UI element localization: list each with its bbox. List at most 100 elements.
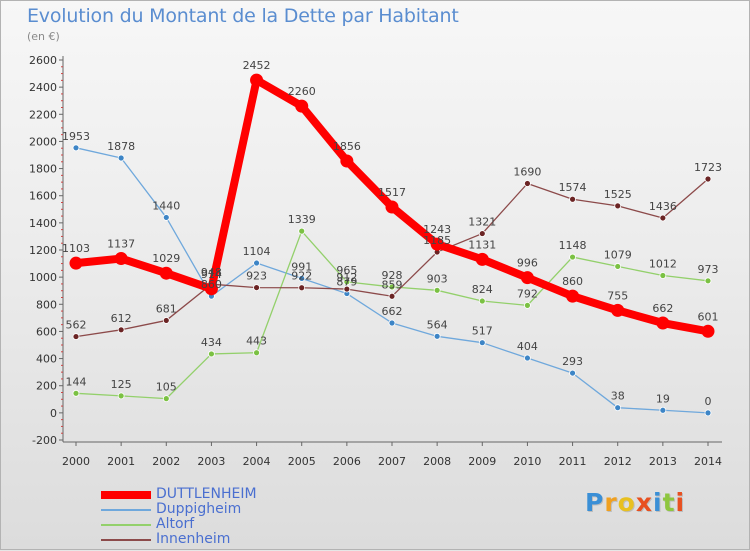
data-point — [295, 99, 309, 113]
data-point — [385, 200, 399, 214]
data-label: 1103 — [62, 242, 90, 255]
data-point — [659, 272, 667, 279]
y-tick-label: 1400 — [29, 217, 57, 230]
legend-label: Duppigheim — [156, 501, 242, 517]
data-label: 1029 — [152, 252, 180, 265]
data-label: 1243 — [423, 223, 451, 236]
series-innenheim — [72, 175, 712, 340]
data-label: 1131 — [468, 238, 496, 251]
data-point — [162, 214, 170, 221]
data-point — [566, 289, 580, 303]
data-label: 662 — [652, 302, 673, 315]
data-label: 1574 — [559, 181, 587, 194]
data-point — [704, 409, 712, 417]
legend-label: Innenheim — [156, 531, 231, 547]
y-tick-label: 2000 — [29, 135, 57, 148]
data-label: 517 — [472, 325, 493, 338]
data-point — [433, 286, 441, 294]
x-tick-label: 2009 — [468, 455, 496, 468]
logo-letter: x — [635, 488, 653, 517]
data-label: 914 — [201, 268, 222, 281]
y-tick-label: 2200 — [29, 108, 57, 121]
chart-subtitle: (en €) — [27, 30, 60, 43]
data-label: 948 — [201, 266, 222, 279]
logo-letter: t — [662, 488, 676, 517]
data-point — [611, 303, 625, 317]
logo-letter: i — [653, 488, 663, 517]
x-tick-label: 2008 — [423, 455, 451, 468]
data-label: 1137 — [107, 238, 135, 251]
data-label: 38 — [611, 390, 625, 403]
legend-label: DUTTLENHEIM — [156, 486, 257, 502]
legend-swatch — [101, 491, 151, 499]
data-label: 912 — [336, 271, 357, 284]
data-label: 859 — [382, 278, 403, 291]
data-label: 1079 — [604, 248, 632, 261]
x-tick-label: 2004 — [243, 455, 271, 468]
data-label: 1878 — [107, 140, 135, 153]
data-point — [204, 282, 218, 296]
data-label: 928 — [382, 269, 403, 282]
x-tick-label: 2007 — [378, 455, 406, 468]
data-point — [72, 144, 80, 152]
data-label: 965 — [336, 264, 357, 277]
data-label: 860 — [201, 278, 222, 291]
data-label: 1185 — [423, 234, 451, 247]
data-point — [253, 349, 260, 357]
data-label: 434 — [201, 336, 222, 349]
y-tick-label: 2400 — [29, 81, 57, 94]
data-point — [614, 202, 622, 210]
data-point — [253, 284, 260, 291]
data-point — [704, 175, 712, 183]
data-point — [704, 277, 712, 285]
series-altorf — [72, 227, 712, 403]
y-tick-label: -200 — [32, 434, 57, 447]
data-point — [524, 354, 531, 362]
data-label: 922 — [291, 270, 312, 283]
data-point — [388, 319, 396, 327]
x-tick-label: 2005 — [288, 455, 316, 468]
data-label: 2260 — [288, 85, 316, 98]
data-point — [162, 317, 170, 324]
data-label: 1148 — [559, 239, 587, 252]
y-tick-label: 1000 — [29, 271, 57, 284]
y-tick-label: 400 — [36, 353, 57, 366]
data-point — [298, 227, 306, 235]
data-label: 1436 — [649, 200, 677, 213]
data-label: 1440 — [152, 199, 180, 212]
logo-letter: i — [675, 488, 686, 517]
data-point — [520, 271, 534, 285]
y-tick-label: 0 — [50, 407, 57, 420]
data-point — [162, 395, 170, 403]
data-label: 1104 — [243, 245, 271, 258]
legend-swatch — [101, 524, 151, 526]
data-label: 601 — [698, 310, 719, 323]
x-tick-label: 2001 — [107, 455, 135, 468]
logo-letter: o — [617, 488, 636, 517]
series-duttlenheim — [69, 73, 715, 338]
data-label: 681 — [156, 302, 177, 315]
data-point — [569, 369, 576, 377]
data-point — [614, 263, 622, 270]
data-label: 755 — [607, 289, 628, 302]
legend-swatch — [101, 509, 151, 511]
y-tick-label: 800 — [36, 298, 57, 311]
data-point — [614, 404, 622, 412]
x-tick-label: 2010 — [513, 455, 541, 468]
data-label: 662 — [382, 305, 403, 318]
data-point — [478, 297, 486, 305]
data-point — [69, 256, 83, 270]
data-point — [298, 284, 306, 292]
data-point — [569, 195, 576, 203]
data-label: 923 — [246, 270, 267, 283]
data-label: 991 — [291, 260, 312, 273]
data-label: 1012 — [649, 258, 677, 271]
data-label: 903 — [427, 272, 448, 285]
data-point — [117, 326, 125, 334]
data-label: 19 — [656, 392, 670, 405]
data-point — [475, 252, 489, 266]
y-tick-label: 200 — [36, 380, 57, 393]
x-tick-label: 2000 — [62, 455, 90, 468]
data-point — [340, 154, 354, 168]
data-label: 404 — [517, 340, 538, 353]
